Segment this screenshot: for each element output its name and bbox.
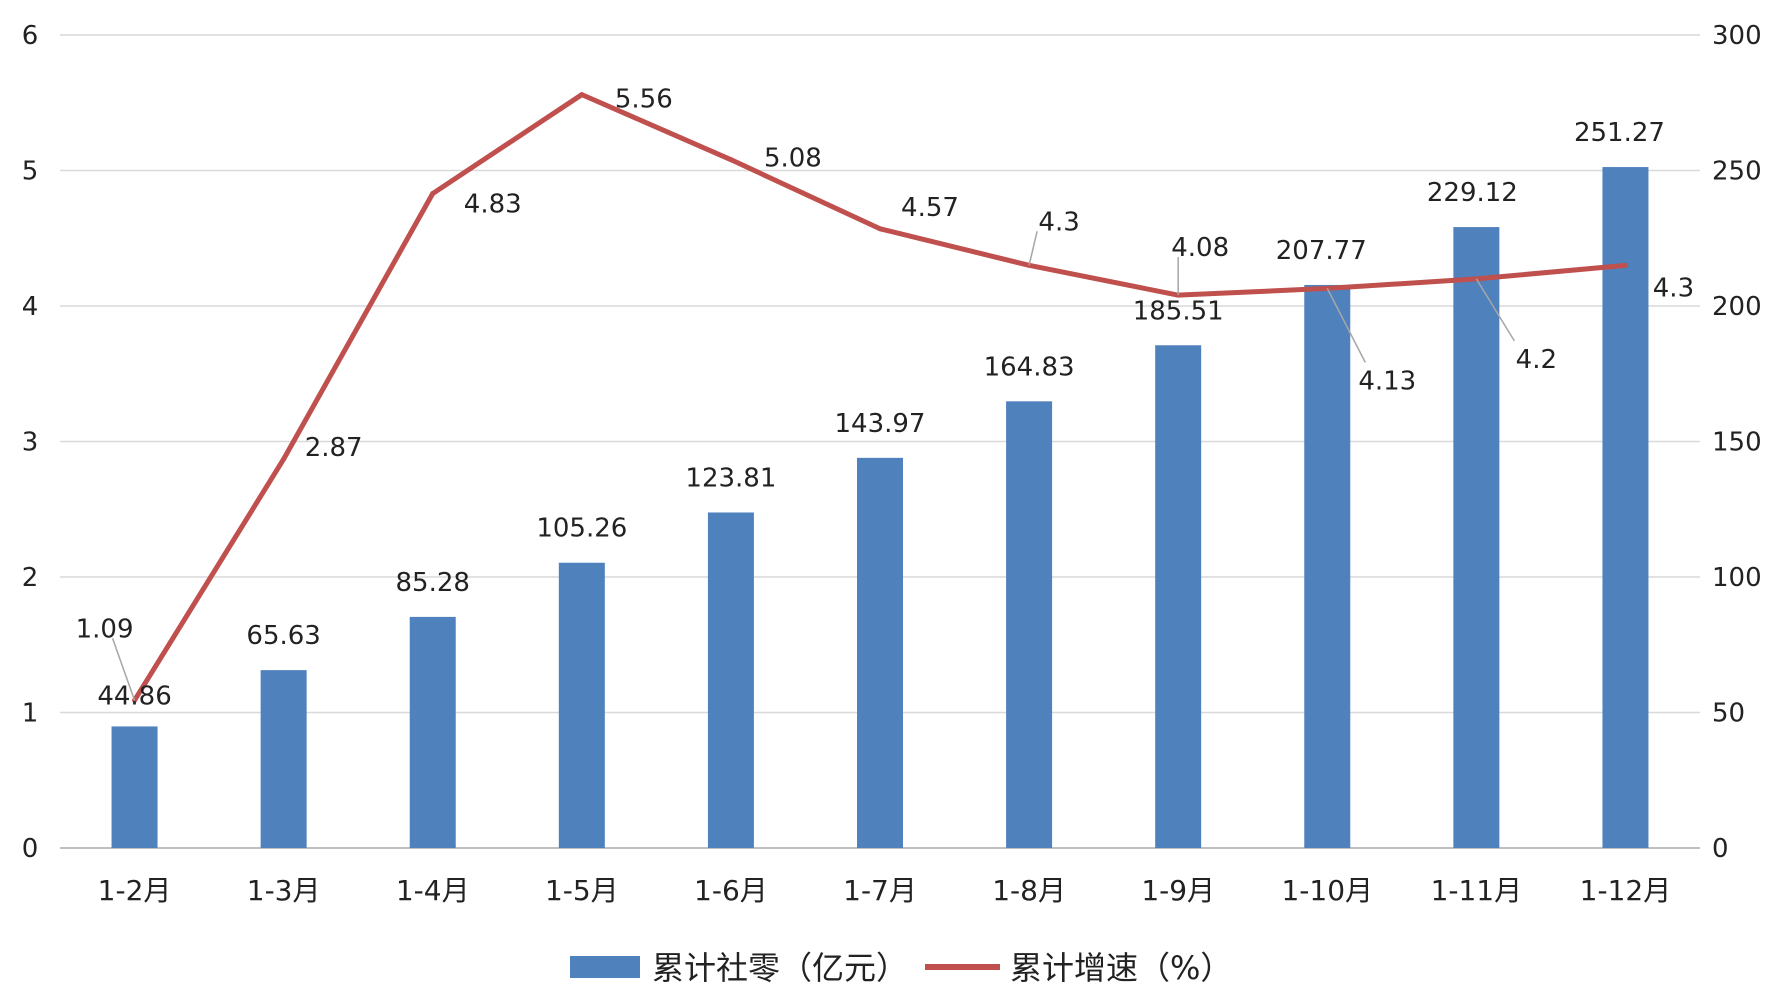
line-data-label: 1.09 [76,614,134,644]
legend-bar-label: 累计社零（亿元） [652,949,908,987]
left-tick-label: 0 [22,834,39,864]
category-label: 1-8月 [992,874,1066,907]
line-data-label: 4.13 [1358,366,1416,396]
legend: 累计社零（亿元） 累计增速（%） [570,949,1232,987]
bar [1602,167,1649,849]
bar-data-label: 65.63 [246,621,320,651]
bar [1006,401,1053,848]
line-data-label: 4.83 [464,190,522,220]
bar-data-label: 44.86 [97,681,171,711]
category-label: 1-10月 [1281,874,1373,907]
leader-line [1326,288,1366,363]
bar [707,512,754,848]
leader-line [1475,278,1516,342]
category-label: 1-12月 [1580,874,1672,907]
right-tick-label: 200 [1712,292,1762,322]
category-label: 1-5月 [545,874,619,907]
category-label: 1-3月 [247,874,321,907]
bar-data-label: 207.77 [1276,236,1367,266]
category-label: 1-6月 [694,874,768,907]
line-point [281,456,287,462]
line-data-label: 4.2 [1516,345,1557,375]
bar-data-labels: 44.86 65.63 85.28 105.26 123.81 143.97 164.83 1… [97,118,1665,711]
bar [1304,284,1351,848]
bar [1453,227,1500,849]
bar-data-label: 251.27 [1574,118,1665,148]
category-axis: 1-2月 1-3月 1-4月 1-5月 1-6月 1-7月 1-8月 1-9月 1-10月 1-1… [98,874,1672,907]
left-tick-label: 1 [22,699,39,729]
legend-line-label: 累计增速（%） [1010,949,1232,987]
right-tick-label: 250 [1712,157,1762,187]
bar-data-label: 123.81 [685,463,776,493]
right-tick-label: 150 [1712,428,1762,458]
left-tick-label: 4 [22,292,39,322]
bar-data-label: 185.51 [1133,296,1224,326]
leader-line [111,638,136,701]
bar-data-label: 105.26 [536,514,627,544]
bar [409,616,456,848]
line-data-label: 2.87 [305,433,363,463]
line-data-label: 4.57 [901,193,959,223]
category-label: 1-4月 [396,874,470,907]
category-label: 1-7月 [843,874,917,907]
right-tick-label: 0 [1712,834,1729,864]
leader-line [1028,231,1038,266]
left-tick-label: 3 [22,428,39,458]
bar [111,726,158,848]
line-data-labels: 1.09 2.87 4.83 5.56 5.08 4.57 4.3 4.08 4.13 4.2 4.… [76,85,1694,701]
bar [857,457,903,848]
bar-data-label: 229.12 [1427,178,1518,208]
left-tick-label: 2 [22,563,39,593]
left-y-axis: 0 1 2 3 4 5 6 [22,21,39,864]
line-data-label: 4.3 [1038,207,1079,237]
bar [558,562,605,848]
bar [260,670,307,848]
right-tick-label: 100 [1712,563,1762,593]
line-point [579,92,585,98]
bar [1155,345,1202,848]
category-label: 1-11月 [1431,874,1523,907]
category-label: 1-2月 [98,874,172,907]
line-point [877,226,883,232]
bar-data-label: 164.83 [984,352,1075,382]
line-data-label: 5.56 [615,85,673,115]
right-tick-label: 50 [1712,699,1745,729]
bar-data-label: 85.28 [396,568,470,598]
left-tick-label: 6 [22,21,39,51]
bar-data-label: 143.97 [835,409,926,439]
line-data-label: 5.08 [764,144,822,174]
right-y-axis: 0 50 100 150 200 250 300 [1712,21,1762,864]
line-point [430,191,436,197]
line-data-label: 4.08 [1171,233,1229,263]
line-point [728,157,734,163]
left-tick-label: 5 [22,157,39,187]
category-label: 1-9月 [1141,874,1215,907]
line-point [1622,262,1628,268]
legend-bar-swatch [570,956,640,978]
right-tick-label: 300 [1712,21,1762,51]
bar-series [111,167,1649,849]
line-data-label: 4.3 [1653,273,1694,303]
